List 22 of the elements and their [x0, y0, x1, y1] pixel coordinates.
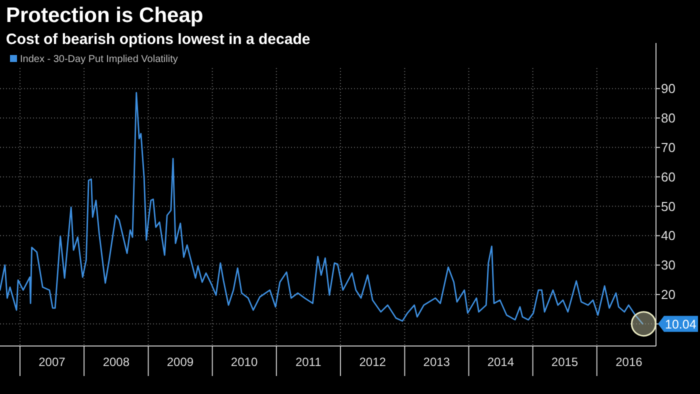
x-tick-label: 2009: [166, 355, 194, 369]
x-tick-label: 2011: [295, 355, 322, 369]
y-tick-label: 80: [661, 110, 676, 126]
x-tick-label: 2008: [102, 355, 130, 369]
x-tick-label: 2012: [359, 355, 386, 369]
y-tick-label: 90: [661, 81, 676, 96]
x-tick-label: 2013: [423, 355, 450, 369]
y-tick-label: 40: [661, 228, 676, 244]
legend-label: Index - 30-Day Put Implied Volatility: [20, 54, 178, 65]
chart-subtitle: Cost of bearish options lowest in a decade: [6, 31, 310, 48]
annotation: 10.04: [665, 317, 696, 332]
x-tick-label: 2015: [551, 355, 578, 369]
y-tick-label: 60: [661, 169, 676, 184]
y-tick-label: 20: [661, 287, 676, 302]
x-tick-label: 2010: [230, 355, 258, 369]
x-tick-label: 2016: [616, 355, 643, 369]
y-tick-label: 30: [661, 258, 676, 273]
y-tick-label: 70: [661, 140, 676, 155]
x-tick-label: 2014: [487, 355, 514, 369]
x-tick-label: 2007: [38, 355, 66, 369]
chart-title: Protection is Cheap: [6, 4, 204, 27]
y-tick-label: 50: [661, 198, 676, 214]
